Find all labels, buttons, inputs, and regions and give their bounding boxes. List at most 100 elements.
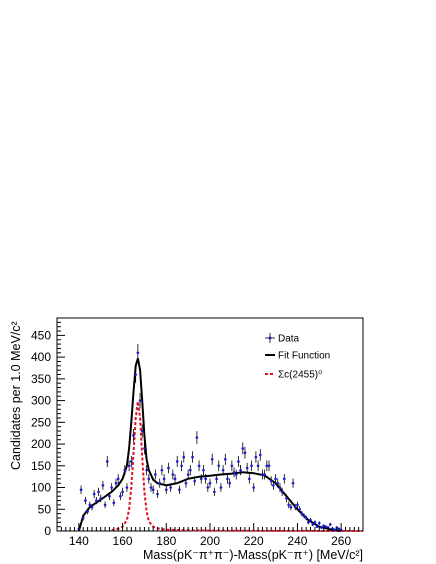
data-point: [241, 442, 245, 455]
y-tick-label: 250: [31, 415, 51, 429]
data-marker: [145, 468, 148, 472]
data-point: [296, 501, 299, 509]
data-point: [311, 522, 315, 527]
data-marker: [121, 490, 124, 494]
data-marker: [248, 477, 251, 481]
data-point: [298, 506, 301, 513]
data-marker: [263, 473, 266, 476]
data-marker: [322, 524, 325, 528]
data-marker: [254, 455, 258, 459]
data-point: [199, 474, 203, 484]
data-point: [121, 487, 124, 497]
data-point: [224, 453, 227, 465]
data-marker: [285, 497, 288, 500]
y-tick-label: 100: [31, 481, 51, 495]
signal-curve: [111, 401, 363, 532]
data-point: [221, 464, 225, 476]
y-tick-label: 350: [31, 372, 51, 386]
data-point: [99, 494, 103, 503]
data-marker: [258, 453, 262, 457]
y-tick-label: 50: [38, 502, 52, 516]
data-point: [88, 501, 92, 509]
data-point: [265, 460, 269, 472]
data-point: [324, 525, 328, 529]
data-marker: [337, 527, 341, 531]
legend-marker: [268, 336, 272, 340]
data-point: [108, 492, 111, 501]
data-point: [145, 464, 148, 476]
data-marker: [173, 477, 177, 481]
data-marker: [134, 373, 137, 376]
legend-item: Data: [265, 333, 300, 345]
data-marker: [221, 468, 225, 472]
data-marker: [328, 523, 332, 526]
data-marker: [178, 488, 181, 492]
data-marker: [311, 523, 315, 526]
data-marker: [267, 464, 271, 468]
data-marker: [265, 464, 269, 468]
y-axis-label: Candidates per 1.0 MeV/c²: [9, 321, 23, 470]
data-point: [210, 453, 214, 465]
x-tick-label: 140: [69, 534, 89, 548]
data-marker: [245, 466, 249, 470]
data-marker: [127, 464, 131, 468]
data-point: [162, 474, 166, 484]
data-marker: [276, 481, 280, 485]
data-point: [191, 451, 194, 463]
data-marker: [243, 451, 247, 455]
data-marker: [309, 518, 312, 522]
data-point: [283, 474, 286, 484]
data-marker: [252, 486, 256, 489]
data-marker: [167, 466, 170, 470]
data-points-layer: [77, 343, 343, 532]
data-marker: [241, 447, 245, 450]
data-marker: [119, 494, 122, 498]
data-point: [186, 469, 190, 480]
data-marker: [317, 521, 321, 525]
data-marker: [154, 473, 157, 476]
data-marker: [156, 492, 159, 496]
data-point: [105, 455, 109, 467]
data-point: [156, 490, 159, 499]
data-point: [333, 528, 336, 531]
data-point: [169, 483, 172, 492]
data-point: [127, 460, 131, 472]
data-point: [213, 487, 216, 497]
data-marker: [97, 490, 100, 494]
data-point: [167, 462, 170, 474]
data-point: [103, 501, 107, 509]
data-point: [232, 467, 236, 478]
data-point: [130, 455, 133, 467]
data-marker: [261, 473, 264, 476]
y-tick-label: 400: [31, 350, 51, 364]
data-point: [293, 503, 297, 511]
data-point: [322, 524, 325, 528]
data-marker: [228, 481, 231, 485]
data-marker: [296, 503, 299, 507]
data-marker: [164, 488, 168, 492]
y-tick-label: 0: [44, 524, 51, 538]
data-point: [239, 464, 242, 476]
data-marker: [123, 468, 127, 472]
data-marker: [197, 464, 201, 468]
data-point: [252, 483, 256, 492]
data-point: [151, 485, 155, 494]
data-point: [215, 474, 218, 484]
data-marker: [298, 507, 301, 511]
data-point: [243, 446, 247, 459]
data-marker: [219, 486, 223, 489]
data-marker: [239, 468, 242, 472]
data-marker: [180, 464, 183, 468]
legend: Data Fit Function Σc(2455)⁰: [265, 333, 330, 381]
data-marker: [289, 505, 293, 509]
legend-item: Fit Function: [265, 351, 330, 362]
data-marker: [313, 521, 317, 524]
data-marker: [92, 492, 96, 496]
x-tick-label: 240: [287, 534, 307, 548]
data-marker: [130, 460, 133, 463]
data-marker: [108, 494, 111, 498]
data-point: [269, 476, 273, 486]
data-point: [147, 474, 151, 484]
x-axis-label: Mass(pK⁻π⁺π⁻)-Mass(pK⁻π⁺) [MeV/c²]: [143, 548, 363, 562]
data-point: [219, 483, 223, 492]
